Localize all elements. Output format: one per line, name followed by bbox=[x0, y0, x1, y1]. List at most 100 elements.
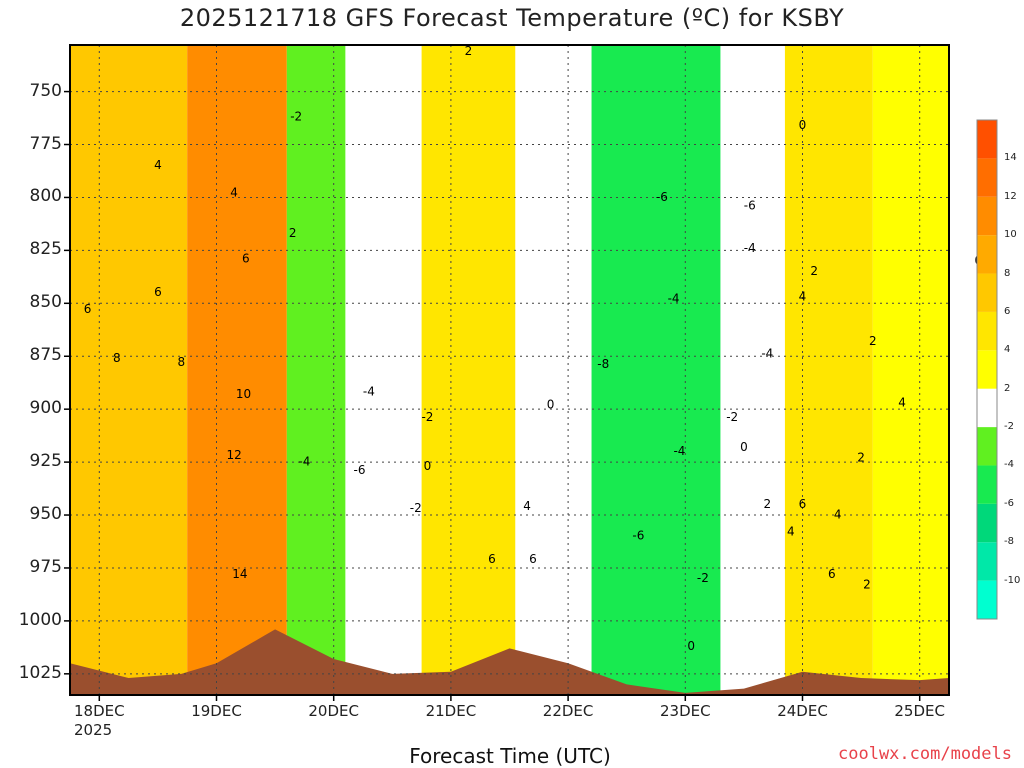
contour-label-46: 6 bbox=[828, 567, 836, 581]
contour-label-25: -6 bbox=[744, 198, 756, 212]
contour-label-7: 10 bbox=[236, 387, 251, 401]
y-tick-label-850: 850 bbox=[29, 292, 62, 313]
contour-label-22: 0 bbox=[547, 397, 555, 411]
contour-label-38: 4 bbox=[799, 289, 807, 303]
year-label: 2025 bbox=[74, 721, 113, 739]
colorbar-segment-10 bbox=[977, 196, 997, 236]
contour-label-39: 2 bbox=[869, 334, 877, 348]
contour-label-31: 0 bbox=[687, 639, 695, 653]
contour-label-18: 2 bbox=[465, 44, 473, 58]
y-tick-label-1000: 1000 bbox=[18, 609, 62, 630]
colorbar-label-5: 2 bbox=[1004, 382, 1011, 394]
credit-link[interactable]: coolwx.com/models bbox=[838, 744, 1012, 764]
contour-label-23: -8 bbox=[597, 357, 609, 371]
y-tick-label-800: 800 bbox=[29, 186, 62, 207]
colorbar-segment-1 bbox=[977, 542, 997, 581]
contour-label-13: -4 bbox=[363, 385, 375, 399]
colorbar bbox=[976, 119, 998, 620]
y-tick-label-950: 950 bbox=[29, 504, 62, 525]
y-tick-label-750: 750 bbox=[29, 80, 62, 101]
colorbar-label-9: 10 bbox=[1004, 229, 1017, 241]
x-tick-label-18DEC: 18DEC bbox=[74, 702, 125, 720]
y-tick-label-900: 900 bbox=[29, 398, 62, 419]
contour-label-34: -4 bbox=[761, 347, 773, 361]
colorbar-label-3: -4 bbox=[1004, 459, 1014, 471]
contour-label-40: 2 bbox=[857, 450, 865, 464]
colorbar-label-0: -10 bbox=[1004, 574, 1021, 586]
grid-lines bbox=[70, 45, 949, 695]
contour-label-0: 4 bbox=[154, 158, 162, 172]
x-axis-label: Forecast Time (UTC) bbox=[409, 744, 611, 768]
contour-label-4: 6 bbox=[84, 302, 92, 316]
contour-label-24: -6 bbox=[656, 190, 668, 204]
terrain-layer bbox=[70, 629, 949, 695]
chart-title: 2025121718 GFS Forecast Temperature (ºC)… bbox=[179, 4, 845, 32]
colorbar-label-10: 12 bbox=[1004, 190, 1017, 202]
plot-frame bbox=[69, 44, 950, 696]
contour-label-27: -4 bbox=[668, 292, 680, 306]
temp-band-3 bbox=[345, 45, 422, 695]
y-tick-label-775: 775 bbox=[29, 133, 62, 154]
contour-label-35: 0 bbox=[799, 118, 807, 132]
colorbar-segment-8 bbox=[977, 273, 997, 312]
x-tick-label-23DEC: 23DEC bbox=[660, 702, 711, 720]
x-tick-label-24DEC: 24DEC bbox=[777, 702, 828, 720]
contour-label-2: 6 bbox=[242, 251, 250, 265]
temperature-bands bbox=[70, 45, 949, 695]
contour-label-45: 2 bbox=[764, 497, 772, 511]
x-tick-label-20DEC: 20DEC bbox=[308, 702, 359, 720]
contour-label-8: 12 bbox=[226, 448, 241, 462]
contour-label-33: 0 bbox=[740, 440, 748, 454]
colorbar-label-7: 6 bbox=[1004, 305, 1011, 317]
colorbar-segment-12 bbox=[977, 120, 997, 159]
colorbar-segment-3 bbox=[977, 465, 997, 504]
x-tick-label-21DEC: 21DEC bbox=[425, 702, 477, 720]
y-tick-label-1025: 1025 bbox=[18, 662, 62, 683]
contour-label-14: -6 bbox=[353, 463, 365, 477]
temp-band-4 bbox=[421, 45, 516, 695]
temp-band-7 bbox=[720, 45, 785, 695]
contour-label-9: 14 bbox=[232, 567, 247, 581]
temp-band-6 bbox=[591, 45, 721, 695]
colorbar-segment-9 bbox=[977, 235, 997, 274]
contour-label-17: 0 bbox=[424, 459, 432, 473]
colorbar-segment-11 bbox=[977, 158, 997, 197]
x-tick-label-25DEC: 25DEC bbox=[894, 702, 945, 720]
colorbar-segment-5 bbox=[977, 388, 997, 428]
contour-label-3: 6 bbox=[154, 285, 162, 299]
x-tick-label-19DEC: 19DEC bbox=[191, 702, 242, 720]
temp-band-8 bbox=[784, 45, 873, 695]
contour-label-5: 8 bbox=[113, 351, 121, 365]
colorbar-frame bbox=[976, 119, 998, 620]
contour-label-30: -2 bbox=[697, 571, 709, 585]
temp-band-1 bbox=[187, 45, 287, 695]
y-tick-label-975: 975 bbox=[29, 556, 62, 577]
contour-label-20: 4 bbox=[523, 499, 531, 513]
contour-label-11: 2 bbox=[289, 226, 297, 240]
contour-label-1: 4 bbox=[230, 186, 238, 200]
contour-label-21: 6 bbox=[529, 552, 537, 566]
temp-band-2 bbox=[286, 45, 346, 695]
temp-band-5 bbox=[515, 45, 592, 695]
colorbar-label-4: -2 bbox=[1004, 421, 1014, 433]
contour-label-16: -2 bbox=[421, 410, 433, 424]
contour-label-41: 4 bbox=[898, 395, 906, 409]
terrain-polygon bbox=[70, 629, 949, 695]
contour-label-32: -2 bbox=[726, 410, 738, 424]
contour-label-19: 6 bbox=[488, 552, 496, 566]
temp-band-0 bbox=[70, 45, 188, 695]
colorbar-segment-4 bbox=[977, 427, 997, 466]
contour-label-37: 2 bbox=[810, 264, 818, 278]
contour-label-29: -6 bbox=[632, 529, 644, 543]
contour-label-15: -2 bbox=[410, 501, 422, 515]
contour-label-44: 4 bbox=[787, 524, 795, 538]
y-tick-label-875: 875 bbox=[29, 345, 62, 366]
colorbar-label-8: 8 bbox=[1004, 267, 1011, 279]
colorbar-segment-2 bbox=[977, 503, 997, 543]
colorbar-label-2: -6 bbox=[1004, 497, 1014, 509]
colorbar-label-6: 4 bbox=[1004, 344, 1011, 356]
colorbar-segment-7 bbox=[977, 311, 997, 351]
contour-label-26: -4 bbox=[744, 241, 756, 255]
temp-band-9 bbox=[872, 45, 949, 695]
